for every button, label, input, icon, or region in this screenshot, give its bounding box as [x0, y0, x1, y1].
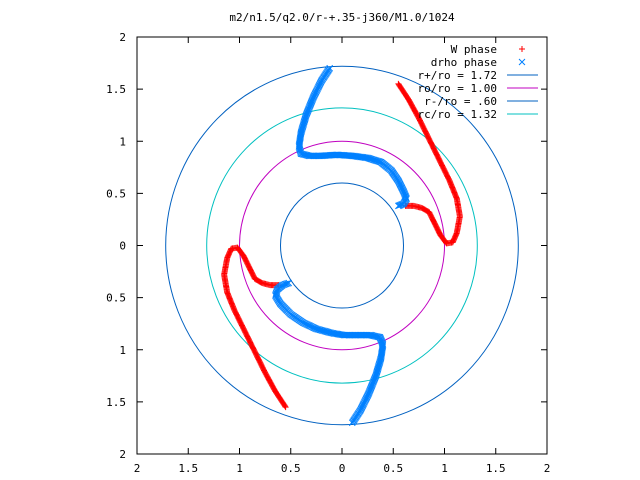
y-tick-label-0: 2	[119, 448, 126, 461]
y-tick-label-4: 0	[119, 240, 126, 253]
legend-label-5: rc/ro = 1.32	[418, 108, 497, 121]
legend-marker-1	[518, 58, 526, 66]
y-tick-label-1: 1.5	[106, 396, 126, 409]
x-tick-label-2: 1	[236, 462, 243, 475]
legend-marker-0	[519, 46, 525, 52]
x-tick-label-0: 2	[134, 462, 141, 475]
x-tick-label-7: 1.5	[486, 462, 506, 475]
circle-3	[206, 107, 478, 384]
y-tick-label-8: 2	[119, 31, 126, 44]
point-1-1-188	[284, 280, 291, 287]
data-series	[221, 64, 463, 427]
reference-circles	[165, 65, 519, 426]
x-tick-label-5: 0.5	[383, 462, 403, 475]
x-tick-label-8: 2	[544, 462, 551, 475]
y-tick-label-6: 1	[119, 135, 126, 148]
point-1-0-192	[395, 202, 402, 210]
axis-ticks: 2 1.5 1 0.5 0 0.5 1 1.5 221.510.500.511.52	[106, 31, 550, 475]
chart-title: m2/n1.5/q2.0/r-+.35-j360/M1.0/1024	[229, 11, 455, 24]
circle-0	[165, 65, 519, 426]
x-tick-label-1: 1.5	[178, 462, 198, 475]
legend-label-3: ro/ro = 1.00	[418, 82, 497, 95]
point-1-1-189	[285, 279, 293, 287]
legend-label-0: W phase	[451, 43, 497, 56]
point-1-0-142	[376, 158, 384, 166]
x-tick-label-6: 1	[441, 462, 448, 475]
x-tick-label-4: 0	[339, 462, 346, 475]
y-tick-label-7: 1.5	[106, 83, 126, 96]
x-tick-label-3: 0.5	[281, 462, 301, 475]
circle-1	[239, 140, 445, 351]
legend-label-1: drho phase	[431, 56, 497, 69]
point-1-1-128	[314, 325, 321, 333]
y-tick-label-5: 0.5	[106, 187, 126, 200]
y-tick-label-2: 1	[119, 344, 126, 357]
y-tick-label-3: 0.5	[106, 292, 126, 305]
legend-label-2: r+/ro = 1.72	[418, 69, 497, 82]
series-0	[221, 80, 463, 411]
series-1	[272, 64, 410, 427]
legend-label-4: r-/ro = .60	[424, 95, 497, 108]
circle-2	[280, 182, 404, 309]
